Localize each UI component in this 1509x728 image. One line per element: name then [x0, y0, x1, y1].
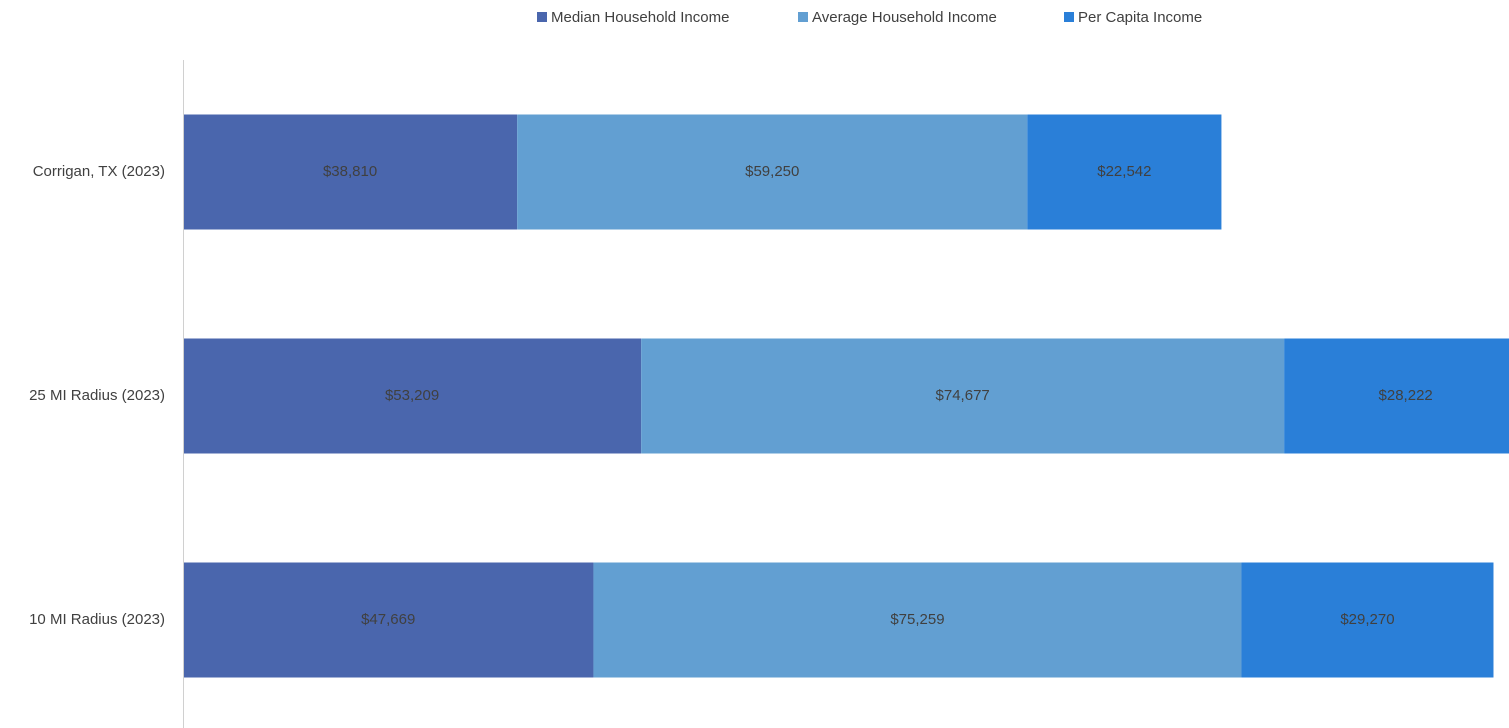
bar-segment [1284, 338, 1509, 454]
data-label: $28,222 [1379, 387, 1433, 404]
legend-swatch [1064, 12, 1074, 22]
data-label: $47,669 [361, 611, 415, 628]
data-label: $38,810 [323, 163, 377, 180]
y-tick-label: 25 MI Radius (2023) [29, 387, 165, 404]
plot-area: $38,810 $59,250 $22,542 $53,209 $74,677 $28,2… [183, 114, 1509, 678]
data-label: $75,259 [890, 611, 944, 628]
legend-label: Average Household Income [812, 9, 997, 26]
data-label: $22,542 [1097, 163, 1151, 180]
bar-segment [1027, 114, 1222, 230]
bar-segment [517, 114, 1028, 230]
data-label: $74,677 [936, 387, 990, 404]
legend-swatch [798, 12, 808, 22]
data-label: $29,270 [1340, 611, 1394, 628]
y-tick-label: Corrigan, TX (2023) [33, 163, 165, 180]
bar-segment [183, 114, 518, 230]
legend-label: Per Capita Income [1078, 9, 1202, 26]
legend-swatch [537, 12, 547, 22]
legend-label: Median Household Income [551, 9, 729, 26]
bar-segment [183, 562, 594, 678]
data-label: $53,209 [385, 387, 439, 404]
data-label: $59,250 [745, 163, 799, 180]
bar-segment [641, 338, 1285, 454]
bar-segment [1241, 562, 1494, 678]
bar-segment [593, 562, 1242, 678]
y-tick-label: 10 MI Radius (2023) [29, 611, 165, 628]
bar-segment [183, 338, 642, 454]
